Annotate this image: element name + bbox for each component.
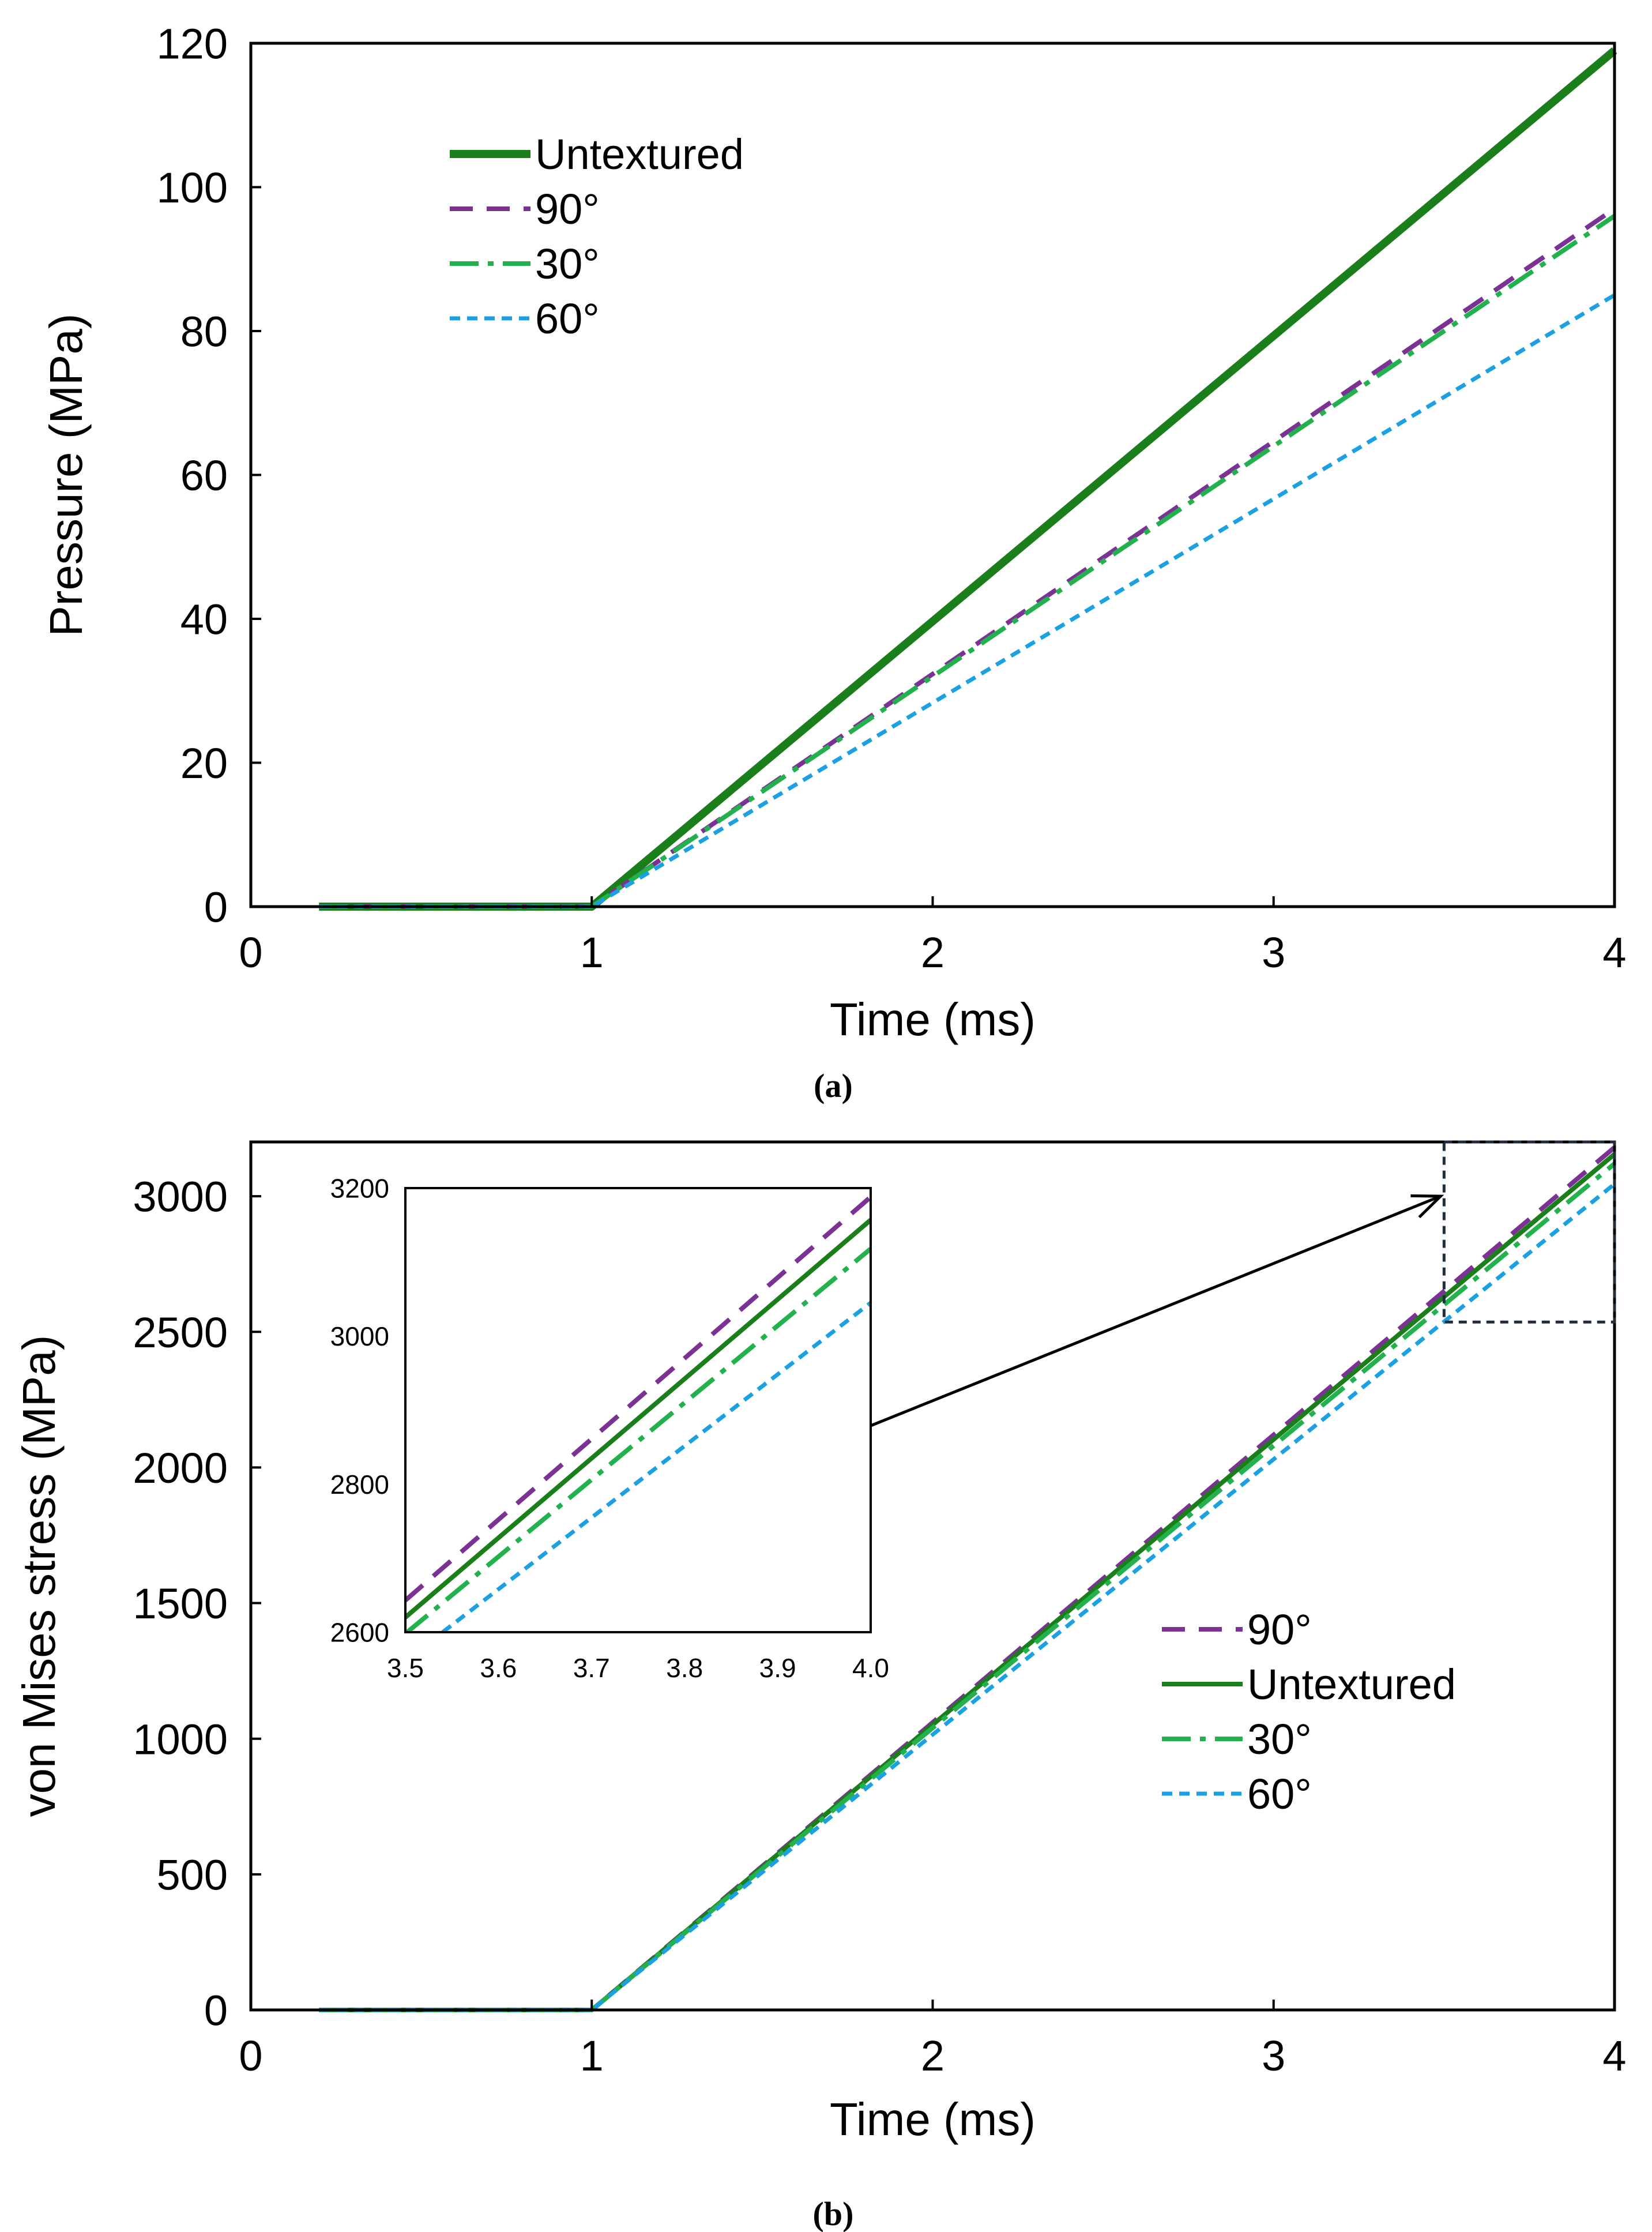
a-series-line-untextured — [319, 47, 1617, 911]
b-zoom-region-box — [1442, 1140, 1616, 1324]
b-inset-y-tick-label: 3000 — [330, 1321, 389, 1351]
caption-a: (a) — [814, 1067, 853, 1104]
b-y-axis-label: von Mises stress (MPa) — [13, 1335, 65, 1817]
b-y-tick-label: 2000 — [133, 1444, 228, 1492]
b-y-tick-label: 0 — [204, 1987, 228, 2035]
a-x-tick-label: 1 — [580, 929, 604, 976]
a-y-tick-label: 0 — [204, 884, 228, 931]
a-y-tick-label: 40 — [180, 596, 228, 644]
b-inset-x-tick-label: 3.8 — [666, 1653, 703, 1683]
a-y-tick-label: 100 — [157, 164, 228, 212]
a-legend-label-deg60: 60° — [535, 295, 600, 343]
b-y-tick-label: 3000 — [133, 1173, 228, 1221]
b-inset-series-line-deg90 — [405, 1195, 871, 1602]
a-x-tick-label: 2 — [921, 929, 944, 976]
a-y-axis-label: Pressure (MPa) — [40, 313, 92, 636]
b-x-axis-label: Time (ms) — [830, 2094, 1036, 2145]
a-series-line-deg30 — [319, 214, 1616, 909]
b-legend-label-deg90: 90° — [1247, 1606, 1312, 1654]
a-series-line-deg60 — [319, 293, 1616, 909]
b-y-tick-label: 1000 — [133, 1715, 228, 1763]
b-x-tick-label: 0 — [239, 2032, 262, 2080]
b-x-tick-label: 1 — [580, 2032, 604, 2080]
b-inset-chart: 3.5 3.6 3.7 3.8 3.9 4.0 2600 2800 3000 3200 — [330, 1174, 889, 1683]
a-plot-frame — [249, 42, 1616, 908]
b-y-tick-label: 2500 — [133, 1309, 228, 1357]
b-legend-label-deg30: 30° — [1247, 1715, 1312, 1763]
a-y-tick-label: 60 — [180, 452, 228, 499]
a-y-tick-label: 80 — [180, 308, 228, 356]
b-inset-series-line-deg30 — [405, 1247, 871, 1632]
b-x-tick-label: 2 — [921, 2032, 944, 2080]
b-zoom-arrow-line — [870, 1194, 1442, 1427]
a-legend-label-deg30: 30° — [535, 240, 600, 288]
b-inset-y-tick-label: 3200 — [330, 1174, 389, 1204]
b-inset-x-tick-label: 3.5 — [387, 1653, 424, 1683]
b-inset-x-tick-label: 4.0 — [852, 1653, 889, 1683]
a-x-tick-label: 3 — [1262, 929, 1285, 976]
b-inset-background — [405, 1188, 871, 1632]
b-inset-x-tick-label: 3.6 — [480, 1653, 517, 1683]
b-y-tick-label: 500 — [157, 1851, 228, 1899]
b-x-tick-label: 3 — [1262, 2032, 1285, 2080]
a-x-tick-label: 4 — [1602, 929, 1626, 976]
b-legend-label-untextured: Untextured — [1247, 1660, 1456, 1708]
caption-b: (b) — [813, 2195, 854, 2232]
b-inset-y-tick-label: 2600 — [330, 1618, 389, 1648]
a-y-tick-label: 120 — [157, 20, 228, 68]
b-inset-x-tick-label: 3.9 — [759, 1653, 796, 1683]
a-series-line-deg90 — [319, 206, 1616, 909]
b-inset-series-group — [405, 1195, 871, 1632]
a-y-tick-label: 20 — [180, 739, 228, 787]
a-legend-label-untextured: Untextured — [535, 130, 744, 178]
b-inset-plot-frame — [404, 1187, 872, 1633]
b-y-tick-label: 1500 — [133, 1580, 228, 1628]
b-inset-series-line-deg60 — [441, 1301, 871, 1632]
chart-b-von-mises-stress: 0 1 2 3 4 0 500 1000 1500 2000 2500 3000 Time (ms) vo… — [13, 1140, 1627, 2145]
a-x-tick-label: 0 — [239, 929, 262, 976]
a-x-axis-label: Time (ms) — [830, 994, 1036, 1045]
b-inset-x-tick-label: 3.7 — [573, 1653, 610, 1683]
b-x-tick-label: 4 — [1602, 2032, 1626, 2080]
b-legend-label-deg60: 60° — [1247, 1770, 1312, 1818]
b-inset-y-tick-label: 2800 — [330, 1470, 389, 1500]
b-zoom-arrow-head — [1410, 1194, 1444, 1219]
b-inset-series-line-untextured — [405, 1218, 871, 1619]
a-legend-label-deg90: 90° — [535, 185, 600, 233]
